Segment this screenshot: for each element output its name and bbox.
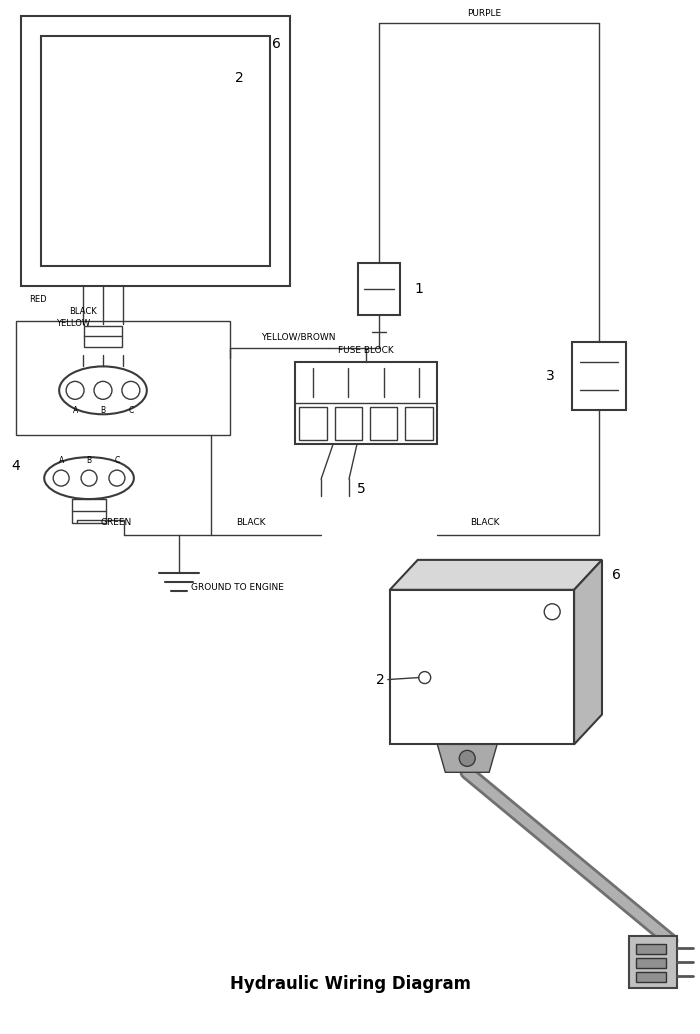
Text: GROUND TO ENGINE: GROUND TO ENGINE	[190, 583, 284, 591]
Bar	[370, 407, 398, 440]
Bar	[390, 589, 574, 744]
Bar	[405, 407, 433, 440]
Text: 5: 5	[357, 482, 365, 496]
Text: YELLOW: YELLOW	[56, 320, 90, 328]
Bar	[636, 957, 666, 968]
Bar	[21, 17, 290, 285]
Text: 6: 6	[272, 37, 281, 52]
Text: PURPLE: PURPLE	[468, 9, 501, 19]
Text: C: C	[128, 405, 134, 415]
Bar	[358, 263, 400, 314]
Bar	[636, 972, 666, 981]
Bar	[335, 407, 362, 440]
Bar	[295, 362, 437, 445]
Polygon shape	[438, 744, 497, 772]
Bar	[41, 36, 270, 266]
Text: 1: 1	[414, 281, 424, 296]
Text: BLACK: BLACK	[236, 518, 265, 527]
Text: B: B	[100, 405, 106, 415]
Text: Hydraulic Wiring Diagram: Hydraulic Wiring Diagram	[230, 975, 470, 993]
Text: A: A	[59, 456, 64, 464]
Polygon shape	[390, 559, 602, 589]
Text: 3: 3	[546, 369, 554, 384]
Polygon shape	[574, 559, 602, 744]
Bar	[16, 321, 230, 435]
Bar	[572, 342, 626, 410]
Bar	[299, 407, 327, 440]
Circle shape	[459, 751, 475, 766]
Text: FUSE BLOCK: FUSE BLOCK	[338, 346, 394, 355]
Bar	[629, 936, 677, 987]
Bar	[72, 499, 106, 523]
Text: YELLOW/BROWN: YELLOW/BROWN	[261, 333, 335, 341]
Text: 4: 4	[11, 459, 20, 474]
Text: 2: 2	[235, 71, 244, 85]
Text: BLACK: BLACK	[69, 307, 97, 316]
Text: 2: 2	[376, 672, 385, 687]
Text: A: A	[73, 405, 78, 415]
Bar	[636, 944, 666, 953]
Text: RED: RED	[29, 295, 47, 304]
Text: B: B	[87, 456, 92, 464]
Text: 6: 6	[612, 568, 621, 582]
Bar	[84, 326, 122, 347]
Text: GREEN: GREEN	[100, 518, 132, 527]
Text: C: C	[114, 456, 120, 464]
Text: BLACK: BLACK	[470, 518, 499, 527]
